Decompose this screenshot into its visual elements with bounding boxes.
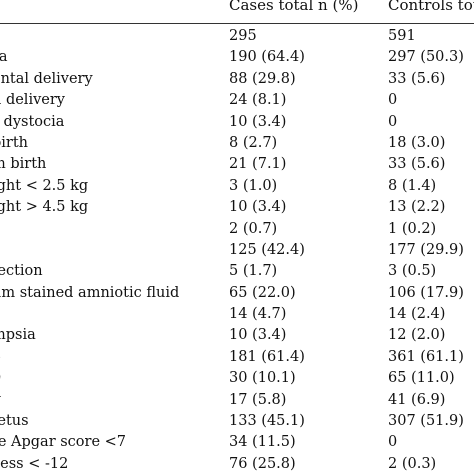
table-row: s 14 (4.7) 14 (2.4) — [0, 304, 474, 325]
row-label: 0 — [0, 368, 1, 389]
row-label: n delivery — [0, 92, 65, 109]
controls-cell: 0 — [388, 113, 398, 130]
cases-cell: 76 (25.8) — [229, 455, 296, 472]
cases-cell: 17 (5.8) — [229, 391, 287, 408]
cases-cell: 14 (4.7) — [229, 306, 287, 323]
table-row: ra 190 (64.4) 297 (50.3) — [0, 47, 474, 68]
table-row: m birth 21 (7.1) 33 (5.6) — [0, 154, 474, 175]
controls-cell: 13 (2.2) — [388, 199, 446, 216]
controls-cell: 41 (6.9) — [388, 391, 446, 408]
controls-cell: 297 (50.3) — [388, 49, 464, 66]
header-rule — [0, 23, 474, 24]
cases-cell: 34 (11.5) — [229, 434, 296, 451]
cases-cell: 65 (22.0) — [229, 284, 296, 301]
row-label: fection — [0, 263, 43, 280]
table-row: r dystocia 10 (3.4) 0 — [0, 112, 474, 133]
controls-cell: 0 — [388, 434, 398, 451]
cases-cell: 8 (2.7) — [229, 134, 278, 151]
controls-cell: 33 (5.6) — [388, 156, 446, 173]
controls-cell: 106 (17.9) — [388, 284, 464, 301]
cases-cell: 3 (1.0) — [229, 177, 278, 194]
row-label: r dystocia — [0, 113, 65, 130]
controls-cell: 361 (61.1) — [388, 348, 464, 365]
row-label: ental delivery — [0, 70, 93, 87]
table-row: cess < -12 76 (25.8) 2 (0.3) — [0, 454, 474, 474]
row-label: fetus — [0, 413, 29, 430]
table-row: 295 591 — [0, 26, 474, 47]
controls-cell: 0 — [388, 92, 398, 109]
header-controls: Controls tota — [388, 0, 474, 14]
row-label: cess < -12 — [0, 455, 69, 472]
table-row: um stained amniotic fluid 65 (22.0) 106 … — [0, 283, 474, 304]
controls-cell: 307 (51.9) — [388, 413, 464, 430]
controls-cell: 33 (5.6) — [388, 70, 446, 87]
cases-cell: 2 (0.7) — [229, 220, 278, 237]
cases-cell: 10 (3.4) — [229, 327, 287, 344]
header-cases: Cases total n (%) — [229, 0, 359, 14]
controls-cell: 3 (0.5) — [388, 263, 437, 280]
table-row: ight < 2.5 kg 3 (1.0) 8 (1.4) — [0, 176, 474, 197]
cases-cell: 5 (1.7) — [229, 263, 278, 280]
table-row: birth 8 (2.7) 18 (3.0) — [0, 133, 474, 154]
row-label: birth — [0, 134, 29, 151]
cases-cell: 133 (45.1) — [229, 413, 305, 430]
row-label: 5 — [0, 347, 1, 368]
cases-cell: 125 (42.4) — [229, 241, 305, 258]
table-row: mpsia 10 (3.4) 12 (2.0) — [0, 325, 474, 346]
table-row: 2 (0.7) 1 (0.2) — [0, 219, 474, 240]
table-row: g 17 (5.8) 41 (6.9) — [0, 390, 474, 411]
cases-cell: 30 (10.1) — [229, 370, 296, 387]
table-row: l 125 (42.4) 177 (29.9) — [0, 240, 474, 261]
controls-cell: 14 (2.4) — [388, 306, 446, 323]
row-label: g — [0, 390, 1, 411]
cases-cell: 10 (3.4) — [229, 199, 287, 216]
table-row: te Apgar score <7 34 (11.5) 0 — [0, 432, 474, 453]
controls-cell: 12 (2.0) — [388, 327, 446, 344]
table-row: fection 5 (1.7) 3 (0.5) — [0, 261, 474, 282]
row-label: um stained amniotic fluid — [0, 284, 180, 301]
cases-cell: 21 (7.1) — [229, 156, 287, 173]
table-row: fetus 133 (45.1) 307 (51.9) — [0, 411, 474, 432]
row-label: ra — [0, 49, 8, 66]
controls-cell: 65 (11.0) — [388, 370, 455, 387]
row-label: ight > 4.5 kg — [0, 199, 89, 216]
controls-cell: 1 (0.2) — [388, 220, 437, 237]
controls-cell: 8 (1.4) — [388, 177, 437, 194]
cases-cell: 10 (3.4) — [229, 113, 287, 130]
table-row: n delivery 24 (8.1) 0 — [0, 90, 474, 111]
row-label: m birth — [0, 156, 47, 173]
table-row: 5 181 (61.4) 361 (61.1) — [0, 347, 474, 368]
controls-cell: 177 (29.9) — [388, 241, 464, 258]
row-label: te Apgar score <7 — [0, 434, 127, 451]
table-body: 295 591 ra 190 (64.4) 297 (50.3) ental d… — [0, 26, 474, 474]
controls-cell: 18 (3.0) — [388, 134, 446, 151]
controls-cell: 2 (0.3) — [388, 455, 437, 472]
row-label: mpsia — [0, 327, 36, 344]
table-row: ental delivery 88 (29.8) 33 (5.6) — [0, 69, 474, 90]
cases-cell: 295 — [229, 28, 257, 44]
cases-cell: 88 (29.8) — [229, 70, 296, 87]
controls-cell: 591 — [388, 28, 416, 44]
cases-cell: 190 (64.4) — [229, 49, 305, 66]
row-label: ight < 2.5 kg — [0, 177, 89, 194]
cases-cell: 24 (8.1) — [229, 92, 287, 109]
cases-cell: 181 (61.4) — [229, 348, 305, 365]
table-row: ight > 4.5 kg 10 (3.4) 13 (2.2) — [0, 197, 474, 218]
table-row: 0 30 (10.1) 65 (11.0) — [0, 368, 474, 389]
